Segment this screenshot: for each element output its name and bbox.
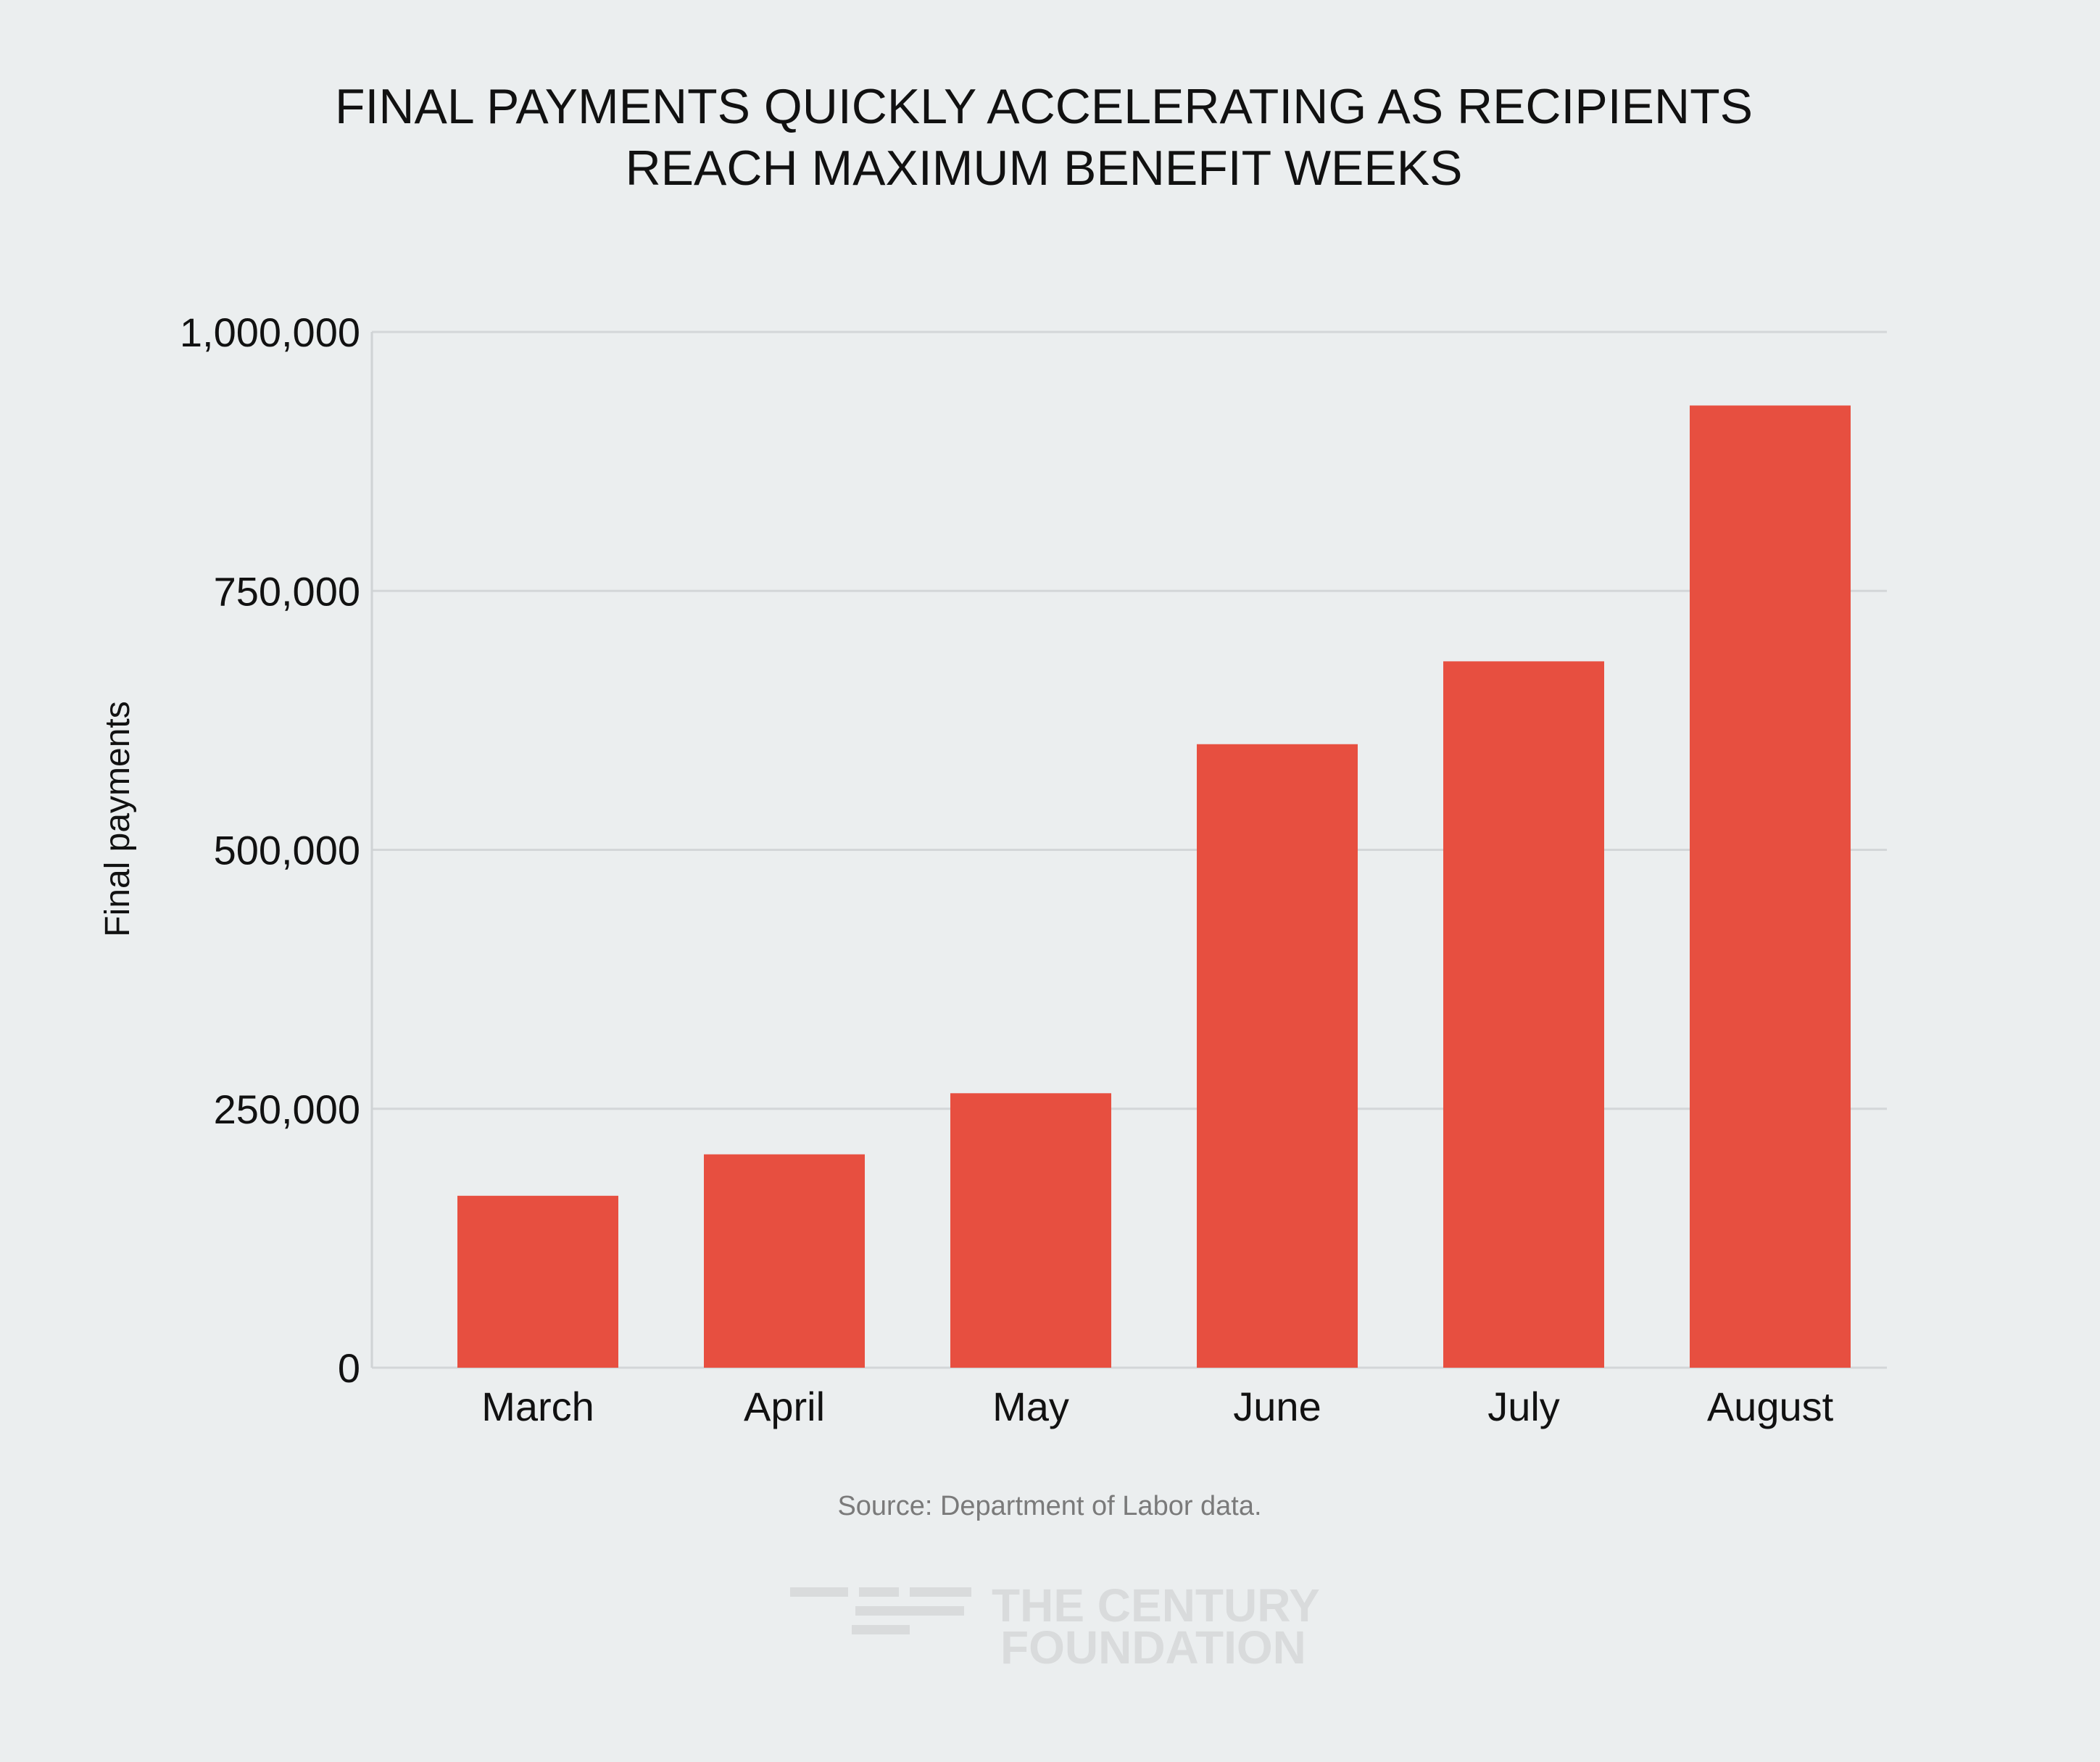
logo-mark-icon xyxy=(790,1587,971,1634)
y-axis-title: Final payments xyxy=(99,701,137,936)
chart-title-line-1: FINAL PAYMENTS QUICKLY ACCELERATING AS R… xyxy=(335,79,1753,134)
logo-text-line-2: FOUNDATION xyxy=(1000,1621,1306,1674)
bar-july xyxy=(1443,661,1604,1368)
x-tick-label: July xyxy=(1487,1384,1560,1429)
x-tick-label: April xyxy=(744,1384,825,1429)
bar-august xyxy=(1690,405,1851,1368)
x-tick-label: August xyxy=(1707,1384,1834,1429)
bar-june xyxy=(1197,744,1358,1368)
y-axis-ticks: 0 250,000 500,000 750,000 1,000,000 xyxy=(180,309,360,1391)
x-tick-label: June xyxy=(1233,1384,1321,1429)
y-tick-label: 250,000 xyxy=(214,1086,360,1132)
bar-march xyxy=(457,1195,618,1368)
century-foundation-logo: THE CENTURY FOUNDATION xyxy=(790,1579,1320,1674)
bar-april xyxy=(704,1154,865,1368)
gridlines xyxy=(372,331,1887,1369)
y-tick-label: 500,000 xyxy=(214,828,360,873)
y-tick-label: 750,000 xyxy=(214,568,360,614)
y-tick-label: 0 xyxy=(338,1345,360,1391)
y-tick-label: 1,000,000 xyxy=(180,309,360,355)
x-tick-label: May xyxy=(992,1384,1069,1429)
chart-title-line-2: REACH MAXIMUM BENEFIT WEEKS xyxy=(626,141,1463,196)
source-note: Source: Department of Labor data. xyxy=(837,1491,1261,1521)
x-tick-label: March xyxy=(481,1384,594,1429)
x-axis-ticks: March April May June July August xyxy=(481,1384,1833,1429)
bar-may xyxy=(950,1093,1111,1368)
logo-text-line-1: THE CENTURY xyxy=(992,1579,1320,1632)
chart-title: FINAL PAYMENTS QUICKLY ACCELERATING AS R… xyxy=(335,79,1753,196)
bars xyxy=(457,405,1851,1368)
